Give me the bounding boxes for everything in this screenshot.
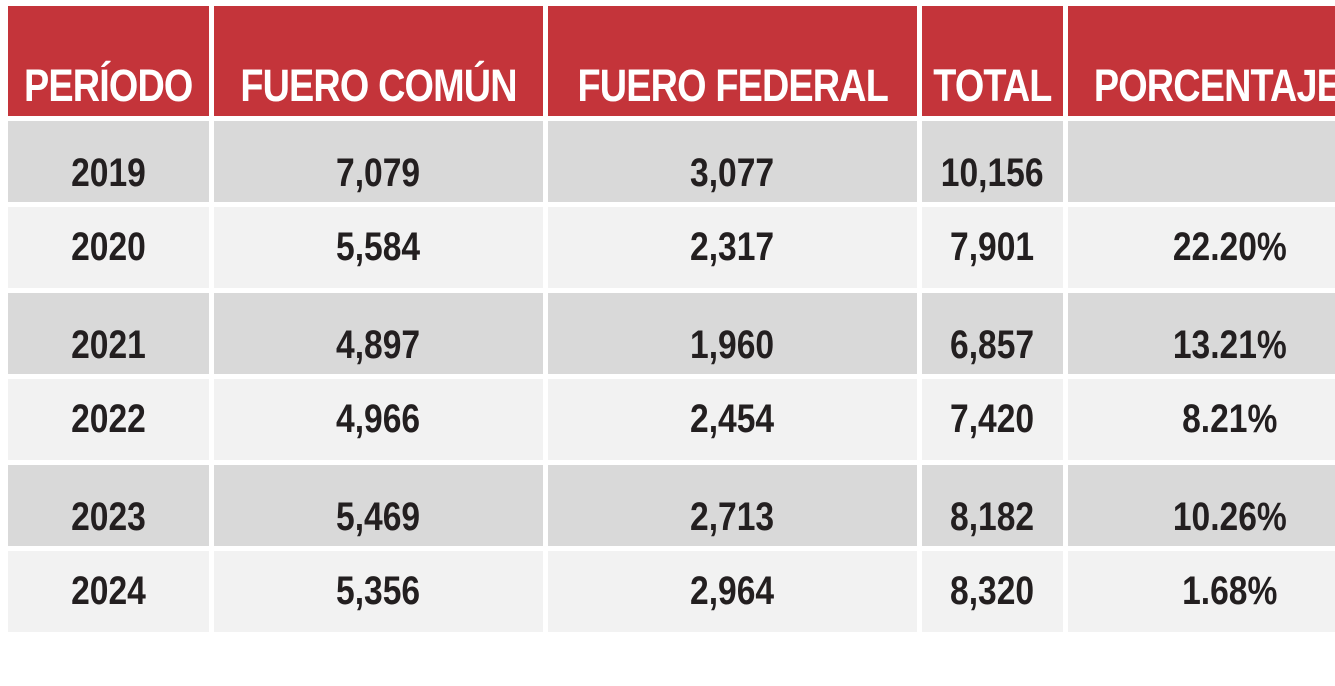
cell-fuero-comun: 5,356: [213, 551, 543, 632]
cell-total: 8,182: [922, 465, 1063, 546]
cell-porcentaje: 1.68%: [1067, 551, 1335, 632]
cell-fuero-comun: 7,079: [213, 121, 543, 202]
cell-total: 10,156: [922, 121, 1063, 202]
cell-porcentaje: 10.26%: [1067, 465, 1335, 546]
cell-fuero-federal: 3,077: [547, 121, 918, 202]
cell-porcentaje: [1067, 121, 1335, 202]
cell-periodo: 2023: [8, 465, 209, 546]
cell-porcentaje: 22.20%: [1067, 207, 1335, 288]
column-header-fuero-federal: FUERO FEDERAL: [547, 6, 918, 116]
cell-fuero-federal: 2,317: [547, 207, 918, 288]
data-table: PERÍODO FUERO COMÚN FUERO FEDERAL TOTAL …: [3, 1, 1335, 637]
cell-periodo: 2022: [8, 379, 209, 460]
table-row: 2020 5,584 2,317 7,901 22.20%: [8, 207, 1335, 288]
cell-periodo: 2021: [8, 293, 209, 374]
column-header-total: TOTAL: [922, 6, 1063, 116]
cell-fuero-federal: 1,960: [547, 293, 918, 374]
cell-periodo: 2019: [8, 121, 209, 202]
cell-fuero-comun: 5,469: [213, 465, 543, 546]
cell-fuero-federal: 2,964: [547, 551, 918, 632]
cell-fuero-comun: 4,897: [213, 293, 543, 374]
cell-total: 8,320: [922, 551, 1063, 632]
table-row: 2022 4,966 2,454 7,420 8.21%: [8, 379, 1335, 460]
cell-fuero-federal: 2,713: [547, 465, 918, 546]
column-header-fuero-comun: FUERO COMÚN: [213, 6, 543, 116]
table-row: 2021 4,897 1,960 6,857 13.21%: [8, 293, 1335, 374]
cell-total: 7,901: [922, 207, 1063, 288]
cell-porcentaje: 8.21%: [1067, 379, 1335, 460]
table-row: 2024 5,356 2,964 8,320 1.68%: [8, 551, 1335, 632]
cell-total: 7,420: [922, 379, 1063, 460]
cell-fuero-comun: 5,584: [213, 207, 543, 288]
cell-porcentaje: 13.21%: [1067, 293, 1335, 374]
header-row: PERÍODO FUERO COMÚN FUERO FEDERAL TOTAL …: [8, 6, 1335, 116]
column-header-porcentajes: PORCENTAJES: [1067, 6, 1335, 116]
table-row: 2023 5,469 2,713 8,182 10.26%: [8, 465, 1335, 546]
cell-periodo: 2020: [8, 207, 209, 288]
column-header-periodo: PERÍODO: [8, 6, 209, 116]
cell-total: 6,857: [922, 293, 1063, 374]
table-row: 2019 7,079 3,077 10,156: [8, 121, 1335, 202]
cell-periodo: 2024: [8, 551, 209, 632]
cell-fuero-comun: 4,966: [213, 379, 543, 460]
cell-fuero-federal: 2,454: [547, 379, 918, 460]
